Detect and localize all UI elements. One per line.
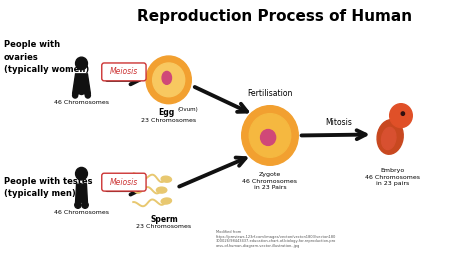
Text: Meiosis: Meiosis — [110, 67, 138, 76]
FancyBboxPatch shape — [102, 63, 146, 81]
Polygon shape — [73, 74, 91, 94]
Circle shape — [153, 63, 185, 97]
Circle shape — [390, 104, 412, 127]
Circle shape — [73, 93, 78, 98]
Ellipse shape — [156, 187, 167, 193]
Text: 46 Chromosomes: 46 Chromosomes — [54, 210, 109, 215]
Ellipse shape — [377, 120, 403, 154]
Text: Meiosis: Meiosis — [110, 178, 138, 187]
Ellipse shape — [162, 71, 172, 84]
Text: People with testes
(typically men): People with testes (typically men) — [4, 177, 92, 198]
Ellipse shape — [382, 127, 396, 149]
Ellipse shape — [161, 198, 172, 204]
Circle shape — [85, 93, 91, 98]
Text: Zygote
46 Chromosomes
in 23 Pairs: Zygote 46 Chromosomes in 23 Pairs — [243, 172, 298, 190]
Circle shape — [75, 202, 81, 208]
Text: 23 Chromosomes: 23 Chromosomes — [141, 118, 196, 123]
Circle shape — [75, 57, 87, 70]
Text: Sperm: Sperm — [150, 215, 178, 224]
Text: Mitosis: Mitosis — [325, 118, 352, 127]
Text: Egg: Egg — [159, 108, 175, 117]
Text: 23 Chromosomes: 23 Chromosomes — [137, 224, 191, 229]
Text: Modified from
https://previews.123rf.com/images/vecton/vecton1803/vecton180
3000: Modified from https://previews.123rf.com… — [216, 230, 336, 248]
Text: People with
ovaries
(typically women): People with ovaries (typically women) — [4, 40, 89, 74]
Text: 46 Chromosomes: 46 Chromosomes — [54, 100, 109, 105]
Circle shape — [261, 130, 276, 146]
Polygon shape — [75, 184, 87, 202]
Circle shape — [79, 89, 84, 94]
Text: (Ovum): (Ovum) — [177, 107, 198, 112]
Text: Reproduction Process of Human: Reproduction Process of Human — [137, 9, 412, 24]
Circle shape — [146, 56, 191, 104]
Ellipse shape — [161, 176, 172, 182]
Circle shape — [82, 202, 88, 208]
Circle shape — [242, 106, 298, 165]
Text: Embryo
46 Chromosomes
in 23 pairs: Embryo 46 Chromosomes in 23 pairs — [365, 168, 420, 186]
Circle shape — [401, 112, 404, 115]
Text: Fertilisation: Fertilisation — [247, 89, 292, 98]
Circle shape — [249, 114, 291, 157]
Circle shape — [75, 167, 87, 180]
FancyBboxPatch shape — [102, 173, 146, 191]
